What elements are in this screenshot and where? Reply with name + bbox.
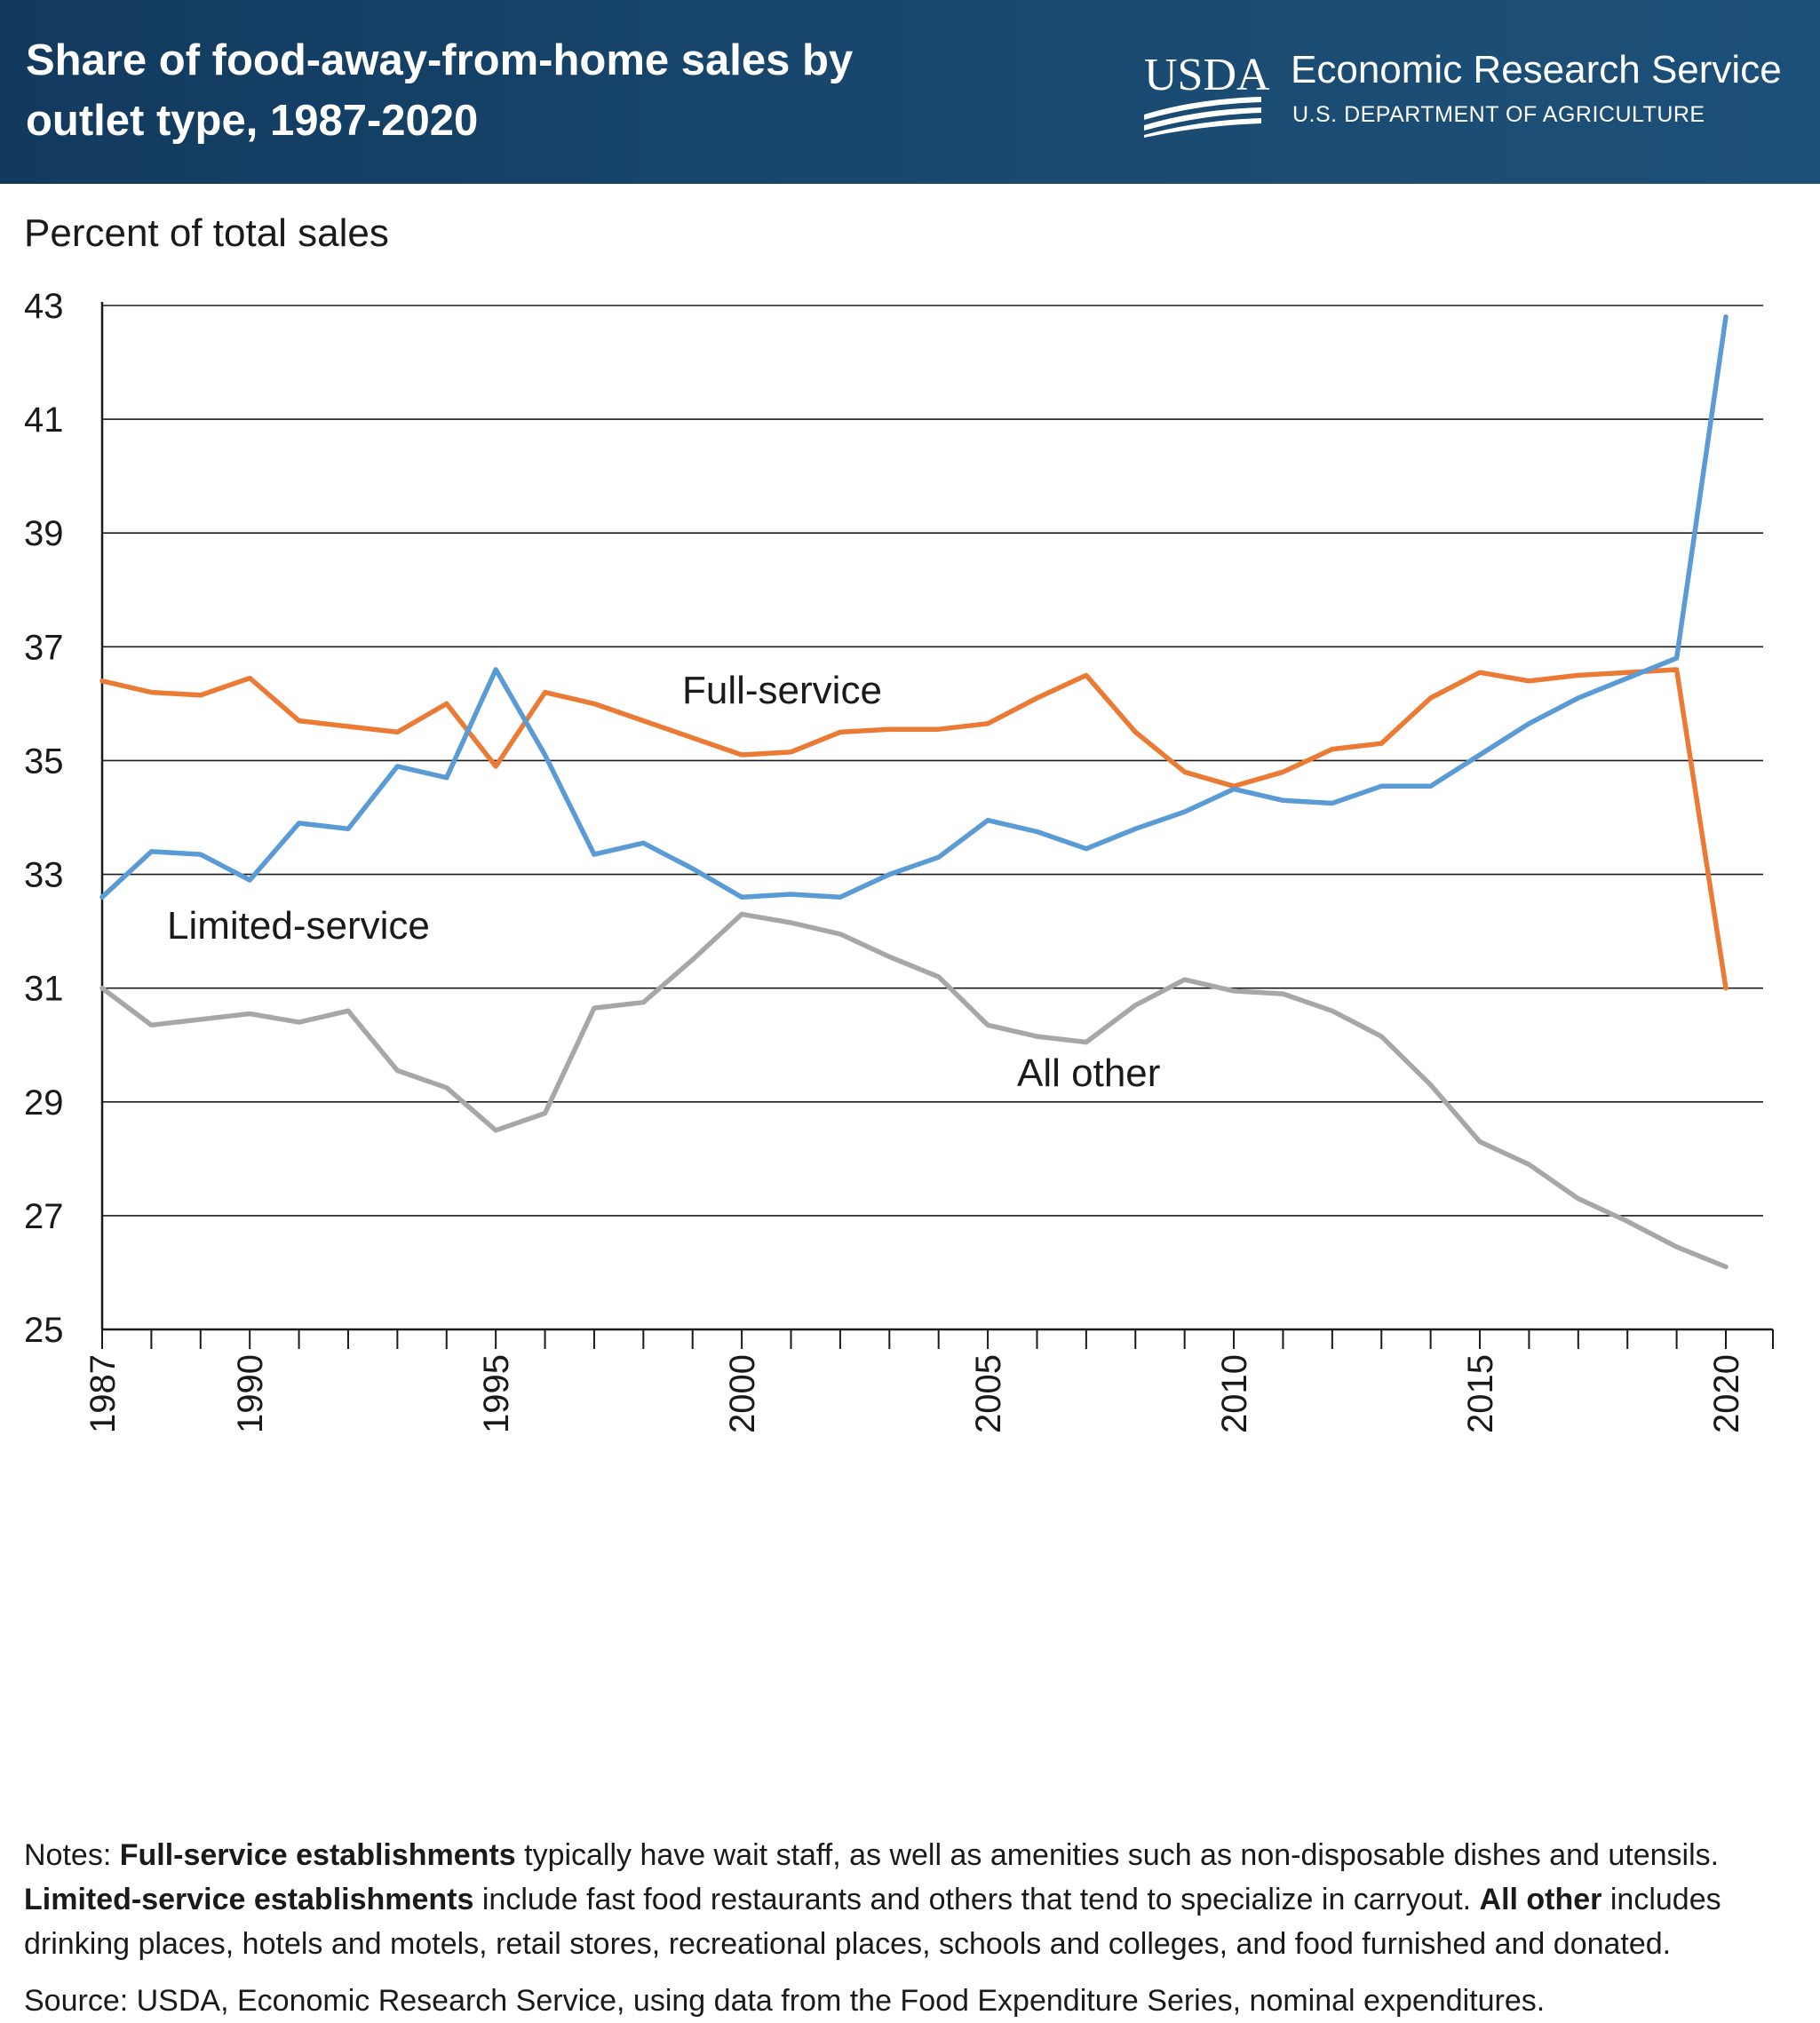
series-lines	[99, 314, 1729, 1270]
y-tick-label: 39	[24, 514, 64, 553]
notes-all-other-term: All other	[1479, 1883, 1602, 1916]
y-tick-label: 27	[24, 1197, 64, 1236]
y-axis-title: Percent of total sales	[24, 211, 389, 255]
chart-labels: Percent of total sales Full-service Limite…	[24, 211, 1160, 1095]
dept-name: U.S. DEPARTMENT OF AGRICULTURE	[1292, 102, 1705, 127]
x-tick-label: 2005	[969, 1354, 1008, 1433]
usda-logo-text: USDA	[1144, 50, 1270, 100]
header-banner: Share of food-away-from-home sales by ou…	[0, 0, 1820, 184]
source-note: Source: USDA, Economic Research Service,…	[24, 1984, 1546, 2018]
x-tick-label: 1995	[477, 1354, 516, 1433]
notes-limited-service-text: include fast food restaurants and others…	[473, 1883, 1480, 1916]
y-tick-label: 31	[24, 970, 64, 1009]
x-tick-label: 1990	[231, 1354, 270, 1433]
series-line-limited-service	[99, 314, 1729, 900]
gridlines	[102, 305, 1763, 1217]
notes-limited-service-term: Limited-service establishments	[24, 1883, 474, 1916]
line-chart: 25 27 29 31 33 35 37 39 41 43 1987 1990 1995 2000 2005…	[24, 211, 1774, 1433]
y-tick-label: 29	[24, 1083, 64, 1123]
series-line-all-other	[99, 911, 1729, 1270]
y-tick-label: 33	[24, 856, 64, 895]
series-label-full-service: Full-service	[682, 669, 882, 712]
y-tick-label: 43	[24, 287, 64, 326]
y-tick-label: 37	[24, 628, 64, 667]
notes-paragraph: Notes: Full-service establishments typic…	[24, 1833, 1796, 1966]
usda-logo: USDA	[1144, 50, 1270, 138]
axes: 25 27 29 31 33 35 37 39 41 43 1987 1990 1995 2000 2005…	[24, 287, 1774, 1433]
series-label-limited-service: Limited-service	[167, 904, 430, 948]
chart-title: Share of food-away-from-home sales by ou…	[26, 36, 854, 145]
y-tick-label: 41	[24, 401, 64, 440]
x-tick-label: 2015	[1461, 1354, 1500, 1433]
notes-section: Notes: Full-service establishments typic…	[24, 1833, 1796, 2023]
notes-prefix: Notes:	[24, 1838, 120, 1872]
x-tick-label: 2000	[723, 1354, 762, 1433]
series-line-full-service	[99, 667, 1729, 991]
x-tick-label: 2010	[1215, 1354, 1254, 1433]
x-tick-label: 2020	[1707, 1354, 1746, 1433]
y-tick-label: 25	[24, 1311, 64, 1350]
series-label-all-other: All other	[1017, 1051, 1160, 1095]
org-name: Economic Research Service	[1291, 48, 1782, 91]
notes-full-service-term: Full-service establishments	[119, 1838, 516, 1872]
notes-full-service-text: typically have wait staff, as well as am…	[515, 1838, 1720, 1872]
y-tick-label: 35	[24, 742, 64, 781]
x-tick-label: 1987	[83, 1354, 123, 1433]
